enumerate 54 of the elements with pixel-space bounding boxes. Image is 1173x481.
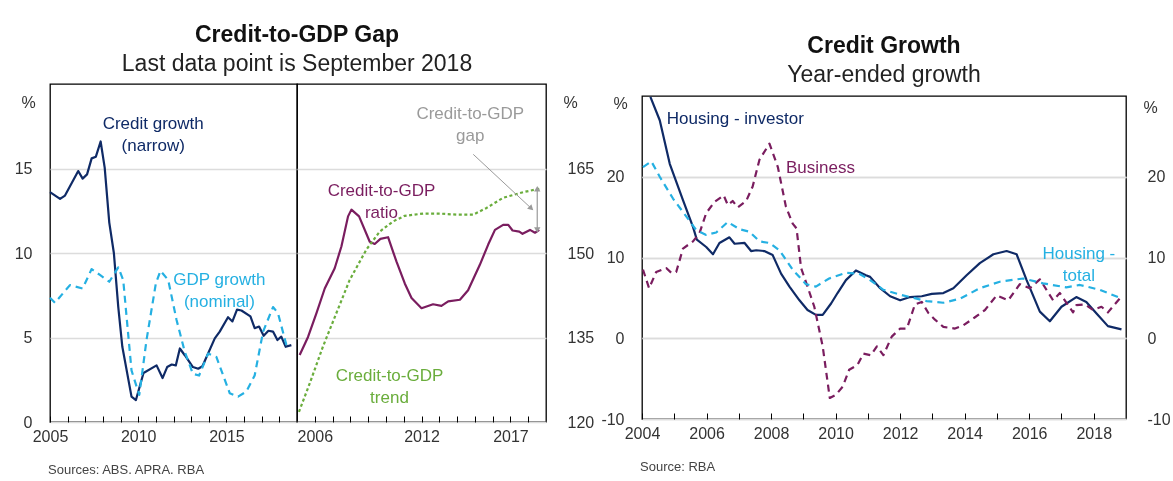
x-tick-label: 2010 bbox=[818, 424, 854, 442]
x-tick-label: 2006 bbox=[689, 424, 725, 442]
series-label: Credit-to-GDP ratio bbox=[327, 181, 436, 223]
x-tick-label: 2017 bbox=[493, 427, 529, 445]
y2-tick-label: -10 bbox=[1147, 410, 1171, 428]
x-tick-label: 2015 bbox=[209, 427, 245, 445]
chart-title: Credit-to-GDP Gap bbox=[194, 21, 400, 47]
y-tick-label: 20 bbox=[606, 168, 625, 186]
series-label: Housing - total bbox=[1042, 244, 1116, 286]
line-series bbox=[298, 208, 541, 357]
y2-tick-label: 20 bbox=[1147, 168, 1166, 186]
series-label: GDP growth (nominal) bbox=[173, 269, 266, 311]
x-tick-label: 2004 bbox=[624, 424, 661, 442]
y-tick-label: 10 bbox=[606, 249, 625, 266]
annotation: Credit-to-GDP gap bbox=[416, 104, 525, 146]
y2-tick-label: 0 bbox=[1147, 329, 1157, 347]
x-tick-label: 2012 bbox=[882, 424, 919, 442]
y-tick-label: 0 bbox=[23, 413, 33, 431]
x-tick-label: 2010 bbox=[120, 427, 157, 445]
chart-title: Credit Growth bbox=[807, 32, 961, 58]
y2-tick-label: 150 bbox=[567, 244, 595, 262]
x-tick-label: 2006 bbox=[297, 427, 334, 445]
x-tick-label: 2012 bbox=[404, 427, 440, 445]
series-label: Housing - investor bbox=[666, 108, 805, 128]
line-series bbox=[641, 142, 1121, 400]
chart-subtitle: Last data point is September 2018 bbox=[121, 50, 473, 76]
x-tick-label: 2018 bbox=[1076, 424, 1113, 442]
y2-tick-label: 10 bbox=[1147, 249, 1166, 266]
x-tick-label: 2014 bbox=[947, 424, 984, 442]
y2-tick-label: 120 bbox=[567, 413, 595, 431]
source-note: Source: RBA bbox=[640, 459, 716, 474]
y2-axis-title: % bbox=[1143, 98, 1158, 116]
y-axis-title: % bbox=[21, 93, 36, 111]
y-tick-label: 15 bbox=[14, 160, 33, 177]
y-tick-label: 10 bbox=[14, 244, 33, 262]
y-tick-label: -10 bbox=[601, 410, 625, 428]
y-axis-title: % bbox=[613, 94, 628, 112]
series-label: Business bbox=[785, 157, 855, 177]
x-tick-label: 2016 bbox=[1011, 424, 1048, 442]
series-label: Credit growth (narrow) bbox=[102, 114, 204, 156]
series-label: Credit-to-GDP trend bbox=[335, 366, 444, 408]
source-note: Sources: ABS. APRA. RBA bbox=[48, 462, 205, 477]
y2-tick-label: 135 bbox=[567, 329, 595, 346]
y-tick-label: 5 bbox=[23, 329, 33, 346]
y2-tick-label: 165 bbox=[567, 160, 595, 177]
y2-axis-title: % bbox=[563, 93, 578, 111]
chart-subtitle: Year-ended growth bbox=[787, 61, 981, 87]
line-series bbox=[641, 160, 1120, 304]
y-tick-label: 0 bbox=[615, 329, 625, 347]
x-tick-label: 2005 bbox=[32, 427, 69, 445]
x-tick-label: 2008 bbox=[753, 424, 790, 442]
line-series bbox=[649, 95, 1123, 331]
line-series bbox=[48, 140, 293, 402]
line-series bbox=[48, 266, 288, 398]
